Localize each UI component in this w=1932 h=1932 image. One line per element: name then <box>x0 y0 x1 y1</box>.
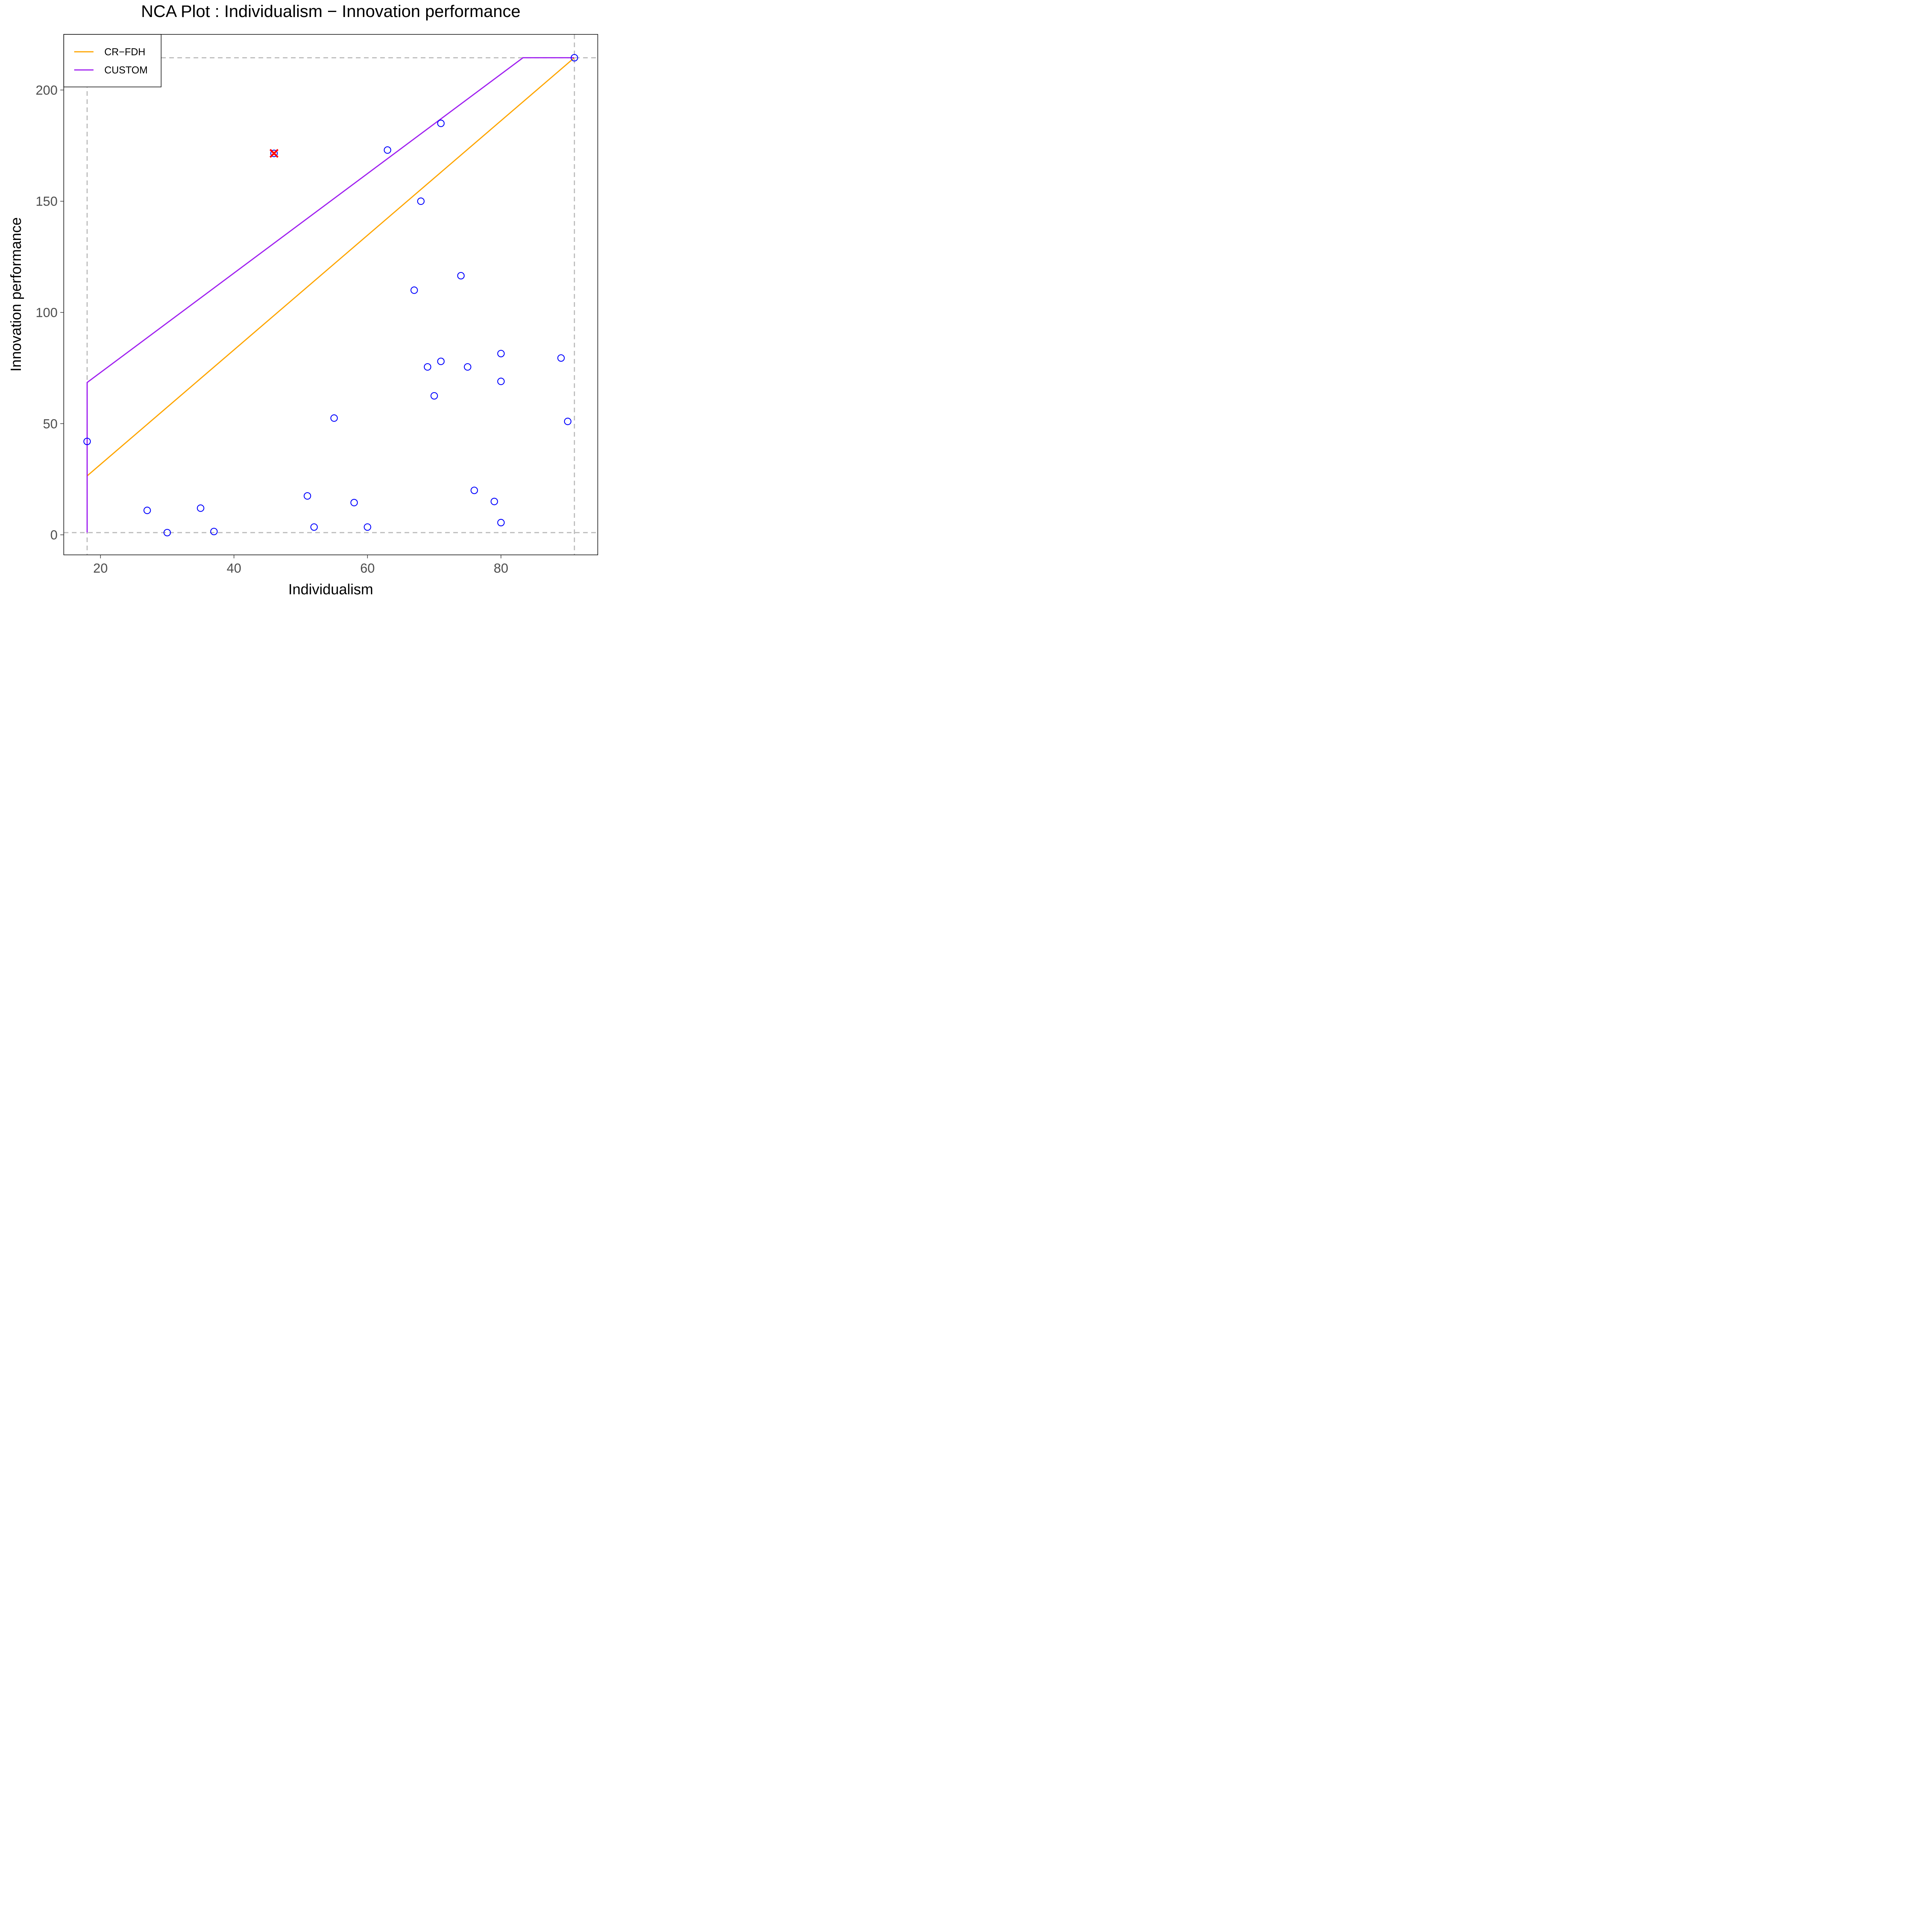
data-point <box>557 354 565 362</box>
excluded-marker-stroke-2 <box>269 149 279 158</box>
data-point <box>384 146 391 154</box>
data-point <box>410 286 418 294</box>
x-tick-label: 80 <box>494 561 509 576</box>
legend-box <box>63 34 162 87</box>
y-tick-label: 150 <box>36 194 58 209</box>
excluded-point-marker <box>269 149 279 158</box>
plot-frame <box>63 34 598 555</box>
series-line-custom <box>87 57 575 533</box>
x-tick-label: 40 <box>227 561 242 576</box>
data-point <box>210 527 218 536</box>
data-point <box>497 519 505 527</box>
legend-label-cr-fdh: CR−FDH <box>104 46 145 58</box>
data-point <box>470 486 478 494</box>
x-axis-label: Individualism <box>288 582 373 598</box>
data-point <box>464 363 471 371</box>
data-point <box>564 418 571 425</box>
series-line-cr-fdh <box>87 57 575 476</box>
y-axis: 0 50 100 150 200 <box>36 83 64 543</box>
y-tick-label: 0 <box>50 528 58 543</box>
data-point <box>330 414 338 422</box>
data-point <box>83 437 91 446</box>
data-point <box>163 529 171 537</box>
data-point <box>350 499 358 507</box>
nca-chart: NCA Plot : Individualism − Innovation pe… <box>8 2 598 598</box>
legend: CR−FDH CUSTOM <box>63 34 162 87</box>
data-point <box>364 523 371 531</box>
y-tick-label: 200 <box>36 83 58 98</box>
data-point <box>570 54 578 62</box>
x-axis: 20 40 60 80 <box>93 555 508 576</box>
points-layer <box>83 54 578 537</box>
legend-label-custom: CUSTOM <box>104 64 148 76</box>
data-point <box>270 150 278 157</box>
y-tick-label: 50 <box>43 417 58 431</box>
data-point <box>437 357 445 365</box>
data-point <box>457 272 465 280</box>
data-point <box>497 350 505 357</box>
data-point <box>437 119 445 127</box>
y-tick-label: 100 <box>36 306 58 320</box>
reference-lines <box>64 34 598 555</box>
data-point <box>197 504 204 512</box>
data-point <box>423 363 432 371</box>
y-axis-label: Innovation performance <box>8 217 24 371</box>
data-point <box>490 498 498 505</box>
x-tick-label: 60 <box>360 561 375 576</box>
data-point <box>497 378 505 385</box>
series-layer <box>87 57 575 533</box>
data-point <box>417 197 425 205</box>
chart-title: NCA Plot : Individualism − Innovation pe… <box>141 2 520 21</box>
data-point <box>310 523 318 531</box>
data-point <box>303 492 311 500</box>
x-tick-label: 20 <box>93 561 108 576</box>
data-point <box>430 392 438 400</box>
data-point <box>143 507 151 514</box>
